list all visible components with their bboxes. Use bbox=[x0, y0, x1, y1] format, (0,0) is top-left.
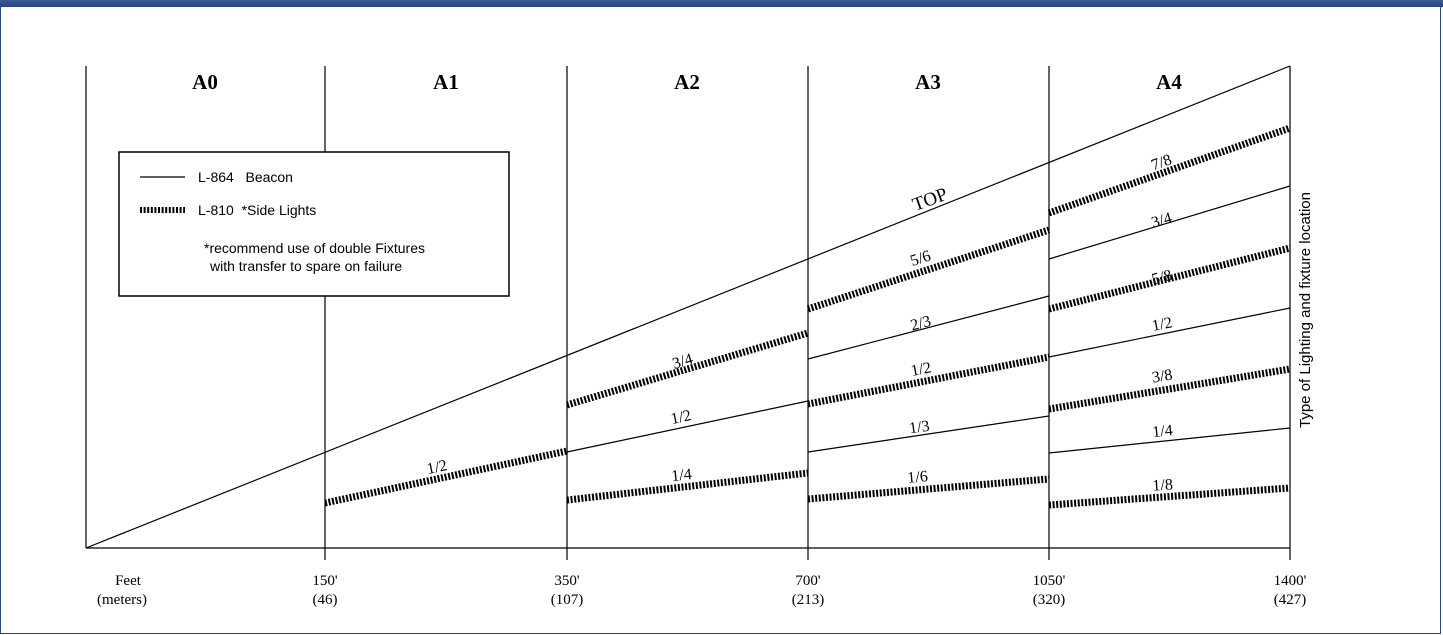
side-a2-3-4 bbox=[565, 329, 810, 409]
x-axis-label-feet: Feet bbox=[115, 573, 142, 589]
legend-note-line-1: *recommend use of double Fixtures bbox=[204, 240, 425, 256]
segment-label-a4-7-8: 7/8 bbox=[1149, 151, 1174, 174]
x-tick-feet-150: 150' bbox=[312, 573, 338, 589]
segment-label-a3-1-6: 1/6 bbox=[907, 468, 929, 487]
x-axis-label-meters: (meters) bbox=[97, 592, 147, 608]
beacon-a3-2-3 bbox=[807, 295, 1050, 360]
side-a1-1-2 bbox=[324, 447, 568, 507]
segment-label-a3-5-6: 5/6 bbox=[908, 247, 933, 269]
legend-beacon-label: L-864 Beacon bbox=[198, 169, 293, 185]
zone-dividers bbox=[85, 66, 1291, 560]
segment-label-a2-3-4: 3/4 bbox=[670, 351, 695, 373]
zone-title-a3: A3 bbox=[915, 70, 941, 94]
beacon-a4-1-2 bbox=[1048, 307, 1291, 358]
x-tick-meters-320: (320) bbox=[1033, 592, 1066, 608]
beacon-a2-1-2 bbox=[566, 400, 809, 453]
segment-label-a3-1-3: 1/3 bbox=[908, 418, 931, 438]
segment-label-a2-1-4: 1/4 bbox=[670, 466, 692, 485]
side-a4-3-8 bbox=[1048, 365, 1291, 413]
legend: L-864 Beacon L-810 *Side Lights *recomme… bbox=[118, 151, 510, 297]
side-a3-5-6 bbox=[806, 226, 1051, 313]
beacon-segments bbox=[566, 185, 1291, 454]
x-tick-meters-107: (107) bbox=[551, 592, 584, 608]
side-a4-7-8 bbox=[1047, 124, 1292, 217]
segment-label-a3-2-3: 2/3 bbox=[909, 313, 933, 335]
x-tick-feet-1050: 1050' bbox=[1033, 573, 1066, 589]
side-a4-1-8 bbox=[1048, 484, 1291, 509]
zone-title-a2: A2 bbox=[674, 70, 700, 94]
side-a4-5-8 bbox=[1048, 244, 1291, 313]
side-a3-1-6 bbox=[807, 475, 1050, 503]
segment-label-a4-5-8: 5/8 bbox=[1150, 267, 1174, 288]
beacon-a3-1-3 bbox=[807, 415, 1050, 453]
x-tick-meters-46: (46) bbox=[313, 592, 338, 608]
segment-label-a4-1-4: 1/4 bbox=[1151, 422, 1173, 441]
segment-label-a1-1-2: 1/2 bbox=[425, 457, 449, 478]
segment-label-a4-3-8: 3/8 bbox=[1151, 367, 1174, 387]
x-tick-meters-213: (213) bbox=[792, 592, 825, 608]
y-axis-label: Type of Lighting and fixture location bbox=[1297, 192, 1314, 428]
segment-label-a2-1-2: 1/2 bbox=[669, 407, 693, 428]
segment-label-a4-3-4: 3/4 bbox=[1150, 210, 1174, 232]
side-light-segments bbox=[324, 124, 1292, 509]
top-label: TOP bbox=[910, 184, 951, 216]
diagram-frame bbox=[0, 7, 1441, 634]
segment-label-a4-1-2: 1/2 bbox=[1150, 314, 1173, 335]
side-a3-1-2 bbox=[807, 353, 1050, 408]
legend-note-line-2: with transfer to spare on failure bbox=[209, 258, 402, 274]
segment-label-a4-1-8: 1/8 bbox=[1152, 476, 1174, 494]
zone-title-a0: A0 bbox=[192, 70, 218, 94]
side-a2-1-4 bbox=[566, 469, 809, 504]
legend-box bbox=[118, 151, 510, 297]
x-tick-meters-427: (427) bbox=[1274, 592, 1307, 608]
window-top-bar bbox=[0, 0, 1443, 7]
legend-side-label: L-810 *Side Lights bbox=[198, 202, 316, 218]
top-line bbox=[85, 65, 1291, 549]
zone-title-a4: A4 bbox=[1156, 70, 1182, 94]
x-tick-feet-1400: 1400' bbox=[1274, 573, 1307, 589]
x-tick-feet-700: 700' bbox=[795, 573, 821, 589]
zone-title-a1: A1 bbox=[433, 70, 459, 94]
beacon-a4-1-4 bbox=[1048, 427, 1291, 454]
x-tick-feet-350: 350' bbox=[554, 573, 580, 589]
beacon-a4-3-4 bbox=[1048, 185, 1291, 260]
segment-label-a3-1-2: 1/2 bbox=[909, 359, 932, 380]
